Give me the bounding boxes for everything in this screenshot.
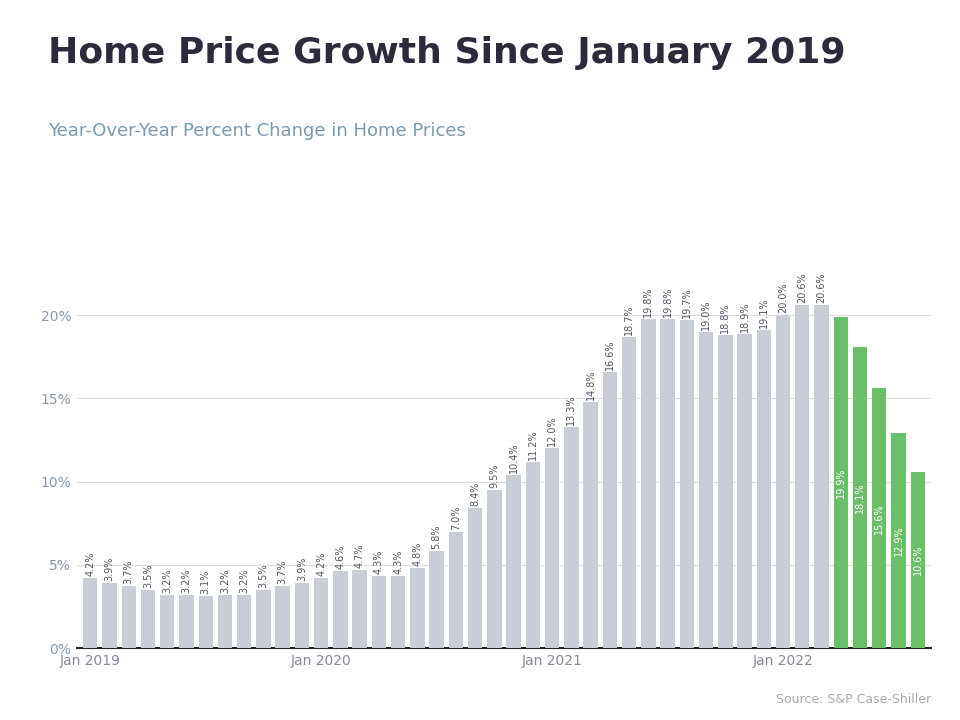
Text: 19.8%: 19.8% bbox=[662, 286, 673, 317]
Bar bbox=[295, 583, 309, 648]
Text: 19.7%: 19.7% bbox=[682, 287, 692, 318]
Bar bbox=[699, 332, 713, 648]
Text: 18.9%: 18.9% bbox=[739, 301, 750, 331]
Bar bbox=[910, 472, 924, 648]
Bar bbox=[314, 578, 328, 648]
Text: 4.3%: 4.3% bbox=[394, 550, 403, 575]
Text: 4.8%: 4.8% bbox=[413, 541, 422, 566]
Text: 3.5%: 3.5% bbox=[258, 563, 269, 588]
Text: 20.6%: 20.6% bbox=[817, 273, 827, 303]
Bar bbox=[680, 320, 694, 648]
Bar bbox=[180, 595, 194, 648]
Bar bbox=[564, 427, 579, 648]
Text: 3.2%: 3.2% bbox=[239, 568, 250, 593]
Text: 4.7%: 4.7% bbox=[354, 544, 365, 568]
Text: 9.5%: 9.5% bbox=[490, 464, 499, 488]
Bar bbox=[276, 586, 290, 648]
Text: 3.7%: 3.7% bbox=[277, 560, 288, 585]
Text: 12.0%: 12.0% bbox=[547, 415, 557, 446]
Bar bbox=[795, 305, 809, 648]
Bar bbox=[872, 388, 886, 648]
Bar bbox=[391, 577, 405, 648]
Text: 11.2%: 11.2% bbox=[528, 429, 538, 459]
Bar bbox=[448, 531, 463, 648]
Text: 3.5%: 3.5% bbox=[143, 563, 153, 588]
Bar bbox=[429, 552, 444, 648]
Text: 10.6%: 10.6% bbox=[913, 544, 923, 575]
Text: 14.8%: 14.8% bbox=[586, 369, 595, 400]
Text: 20.0%: 20.0% bbox=[778, 282, 788, 313]
Text: 13.3%: 13.3% bbox=[566, 394, 576, 425]
Text: Home Price Growth Since January 2019: Home Price Growth Since January 2019 bbox=[48, 36, 846, 70]
Text: 3.2%: 3.2% bbox=[162, 568, 172, 593]
Text: 4.2%: 4.2% bbox=[316, 552, 326, 576]
Bar bbox=[199, 596, 213, 648]
Bar bbox=[584, 402, 598, 648]
Bar bbox=[103, 583, 117, 648]
Bar bbox=[603, 372, 617, 648]
Text: 19.1%: 19.1% bbox=[758, 297, 769, 328]
Bar bbox=[256, 590, 271, 648]
Text: 12.9%: 12.9% bbox=[894, 526, 903, 556]
Text: 3.9%: 3.9% bbox=[105, 557, 114, 581]
Text: 15.6%: 15.6% bbox=[875, 503, 884, 534]
Text: 3.1%: 3.1% bbox=[201, 570, 211, 595]
Bar bbox=[718, 336, 732, 648]
Text: 4.3%: 4.3% bbox=[373, 550, 384, 575]
Bar bbox=[852, 347, 867, 648]
Bar bbox=[237, 595, 252, 648]
Bar bbox=[545, 449, 560, 648]
Bar bbox=[833, 317, 848, 648]
Bar bbox=[141, 590, 156, 648]
Text: 7.0%: 7.0% bbox=[451, 505, 461, 529]
Text: 3.2%: 3.2% bbox=[220, 568, 230, 593]
Bar bbox=[160, 595, 175, 648]
Bar bbox=[468, 508, 482, 648]
Bar bbox=[622, 337, 636, 648]
Bar bbox=[218, 595, 232, 648]
Bar bbox=[507, 475, 521, 648]
Bar bbox=[487, 490, 501, 648]
Text: 3.9%: 3.9% bbox=[297, 557, 307, 581]
Text: 18.8%: 18.8% bbox=[720, 302, 731, 333]
Bar bbox=[756, 330, 771, 648]
Text: Source: S&P Case-Shiller: Source: S&P Case-Shiller bbox=[776, 693, 931, 706]
Bar bbox=[410, 568, 424, 648]
Bar bbox=[776, 315, 790, 648]
Bar bbox=[84, 578, 98, 648]
Text: 19.8%: 19.8% bbox=[643, 286, 654, 317]
Text: 4.2%: 4.2% bbox=[85, 552, 95, 576]
Text: 4.6%: 4.6% bbox=[335, 545, 346, 570]
Text: 3.7%: 3.7% bbox=[124, 560, 133, 585]
Text: 19.9%: 19.9% bbox=[836, 467, 846, 498]
Text: 8.4%: 8.4% bbox=[470, 482, 480, 506]
Text: 16.6%: 16.6% bbox=[605, 339, 614, 370]
Text: 20.6%: 20.6% bbox=[797, 273, 807, 303]
Bar bbox=[891, 433, 905, 648]
Bar bbox=[641, 318, 656, 648]
Bar bbox=[333, 572, 348, 648]
Text: 5.8%: 5.8% bbox=[432, 525, 442, 549]
Text: 18.1%: 18.1% bbox=[855, 482, 865, 513]
Text: 18.7%: 18.7% bbox=[624, 305, 635, 335]
Bar bbox=[814, 305, 828, 648]
Text: 3.2%: 3.2% bbox=[181, 568, 191, 593]
Bar bbox=[660, 318, 675, 648]
Text: Year-Over-Year Percent Change in Home Prices: Year-Over-Year Percent Change in Home Pr… bbox=[48, 122, 466, 140]
Bar bbox=[352, 570, 367, 648]
Bar bbox=[372, 577, 386, 648]
Bar bbox=[737, 333, 752, 648]
Bar bbox=[122, 586, 136, 648]
Text: 19.0%: 19.0% bbox=[701, 300, 711, 330]
Text: 10.4%: 10.4% bbox=[509, 443, 518, 473]
Bar bbox=[526, 462, 540, 648]
